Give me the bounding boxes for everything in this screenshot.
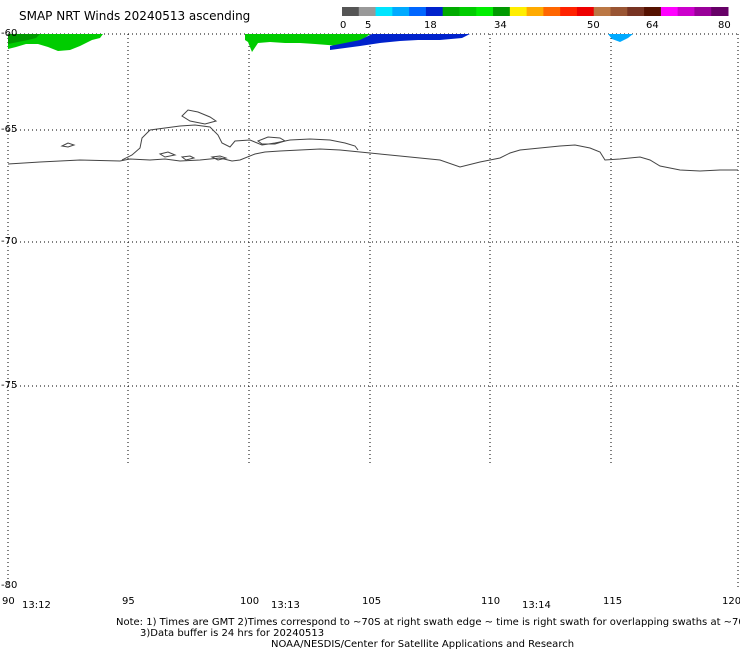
map-plot	[7, 33, 739, 590]
colorbar-tick: 50	[587, 20, 600, 31]
colorbar-cell	[509, 7, 528, 16]
lon-label: 90	[2, 596, 15, 607]
lat-label: -75	[1, 380, 18, 391]
coastline	[7, 144, 738, 172]
colorbar-cell	[593, 7, 612, 16]
colorbar-tick: 5	[365, 20, 372, 31]
note-line-3: NOAA/NESDIS/Center for Satellite Applica…	[271, 639, 575, 650]
lat-label: -65	[1, 124, 18, 135]
map-title: SMAP NRT Winds 20240513 ascending	[19, 9, 251, 23]
colorbar-cell	[711, 7, 729, 16]
wind-swath-green-mid	[245, 34, 370, 52]
colorbar-cell	[560, 7, 578, 16]
colorbar-cell	[358, 7, 377, 16]
coastline	[158, 151, 177, 158]
colorbar-cell	[459, 7, 477, 16]
colorbar-cell	[342, 7, 360, 16]
colorbar-cell	[442, 7, 460, 16]
colorbar-cell	[375, 7, 393, 16]
colorbar-cell	[493, 7, 511, 16]
note-line-1: Note: 1) Times are GMT 2)Times correspon…	[116, 617, 740, 628]
lon-label: 100	[240, 596, 260, 607]
colorbar-cell	[392, 7, 410, 16]
colorbar-tick: 34	[494, 20, 507, 31]
colorbar-cell	[644, 7, 662, 16]
colorbar-tick: 80	[718, 20, 731, 31]
colorbar-tick: 0	[340, 20, 347, 31]
colorbar-cell	[660, 7, 679, 16]
lat-label: -70	[1, 236, 18, 247]
colorbar-cell	[610, 7, 628, 16]
time-label: 13:12	[22, 600, 51, 611]
note-line-2: 3)Data buffer is 24 hrs for 20240513	[140, 628, 325, 639]
colorbar-cell	[677, 7, 695, 16]
lon-label: 105	[362, 596, 382, 607]
colorbar	[342, 7, 729, 16]
coastline	[180, 155, 196, 161]
time-label: 13:14	[522, 600, 551, 611]
lat-label: -60	[1, 28, 18, 39]
colorbar-cell	[526, 7, 544, 16]
colorbar-cell	[543, 7, 561, 16]
lon-label: 120	[722, 596, 740, 607]
time-label: 13:13	[271, 600, 300, 611]
wind-swath-blue	[330, 34, 470, 50]
coastline	[121, 124, 359, 161]
coastline	[181, 109, 218, 125]
wind-swath-cyan	[608, 34, 633, 42]
colorbar-cell	[694, 7, 712, 16]
coastline	[256, 136, 287, 145]
colorbar-cell	[627, 7, 645, 16]
lon-label: 110	[481, 596, 501, 607]
colorbar-cell	[409, 7, 427, 16]
coastline	[210, 155, 228, 161]
colorbar-tick: 64	[646, 20, 659, 31]
wind-swath-darkgreen-left	[8, 34, 40, 44]
lat-label: -80	[1, 580, 18, 591]
lon-label: 95	[122, 596, 135, 607]
lon-label: 115	[603, 596, 623, 607]
coastline	[60, 142, 76, 148]
colorbar-tick: 18	[424, 20, 437, 31]
colorbar-cell	[425, 7, 444, 16]
colorbar-cell	[576, 7, 595, 16]
colorbar-cell	[476, 7, 494, 16]
